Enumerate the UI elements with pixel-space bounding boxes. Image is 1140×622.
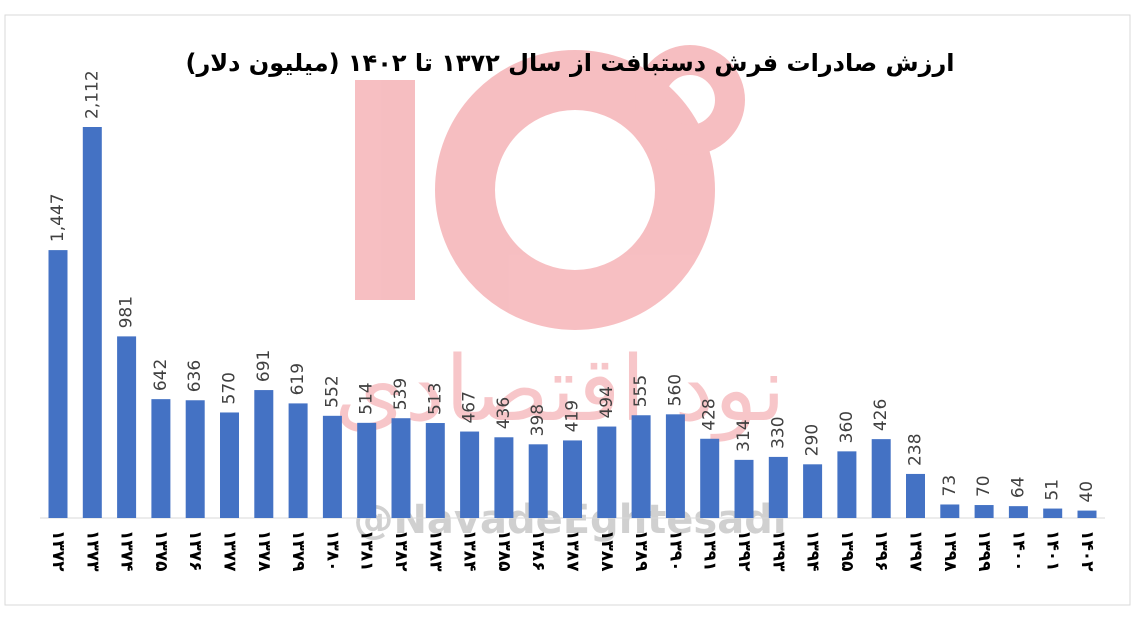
value-label: 560 [665, 374, 685, 406]
bar [974, 505, 994, 518]
x-tick-label: ۱۴۰۲ [1077, 530, 1097, 572]
bar [734, 459, 754, 518]
bar [82, 127, 102, 518]
value-label: 70 [974, 475, 994, 497]
x-tick-label: ۱۳۸۸ [597, 530, 617, 572]
x-tick-label: ۱۳۹۵ [837, 530, 857, 572]
value-label: 2,112 [82, 70, 102, 119]
x-tick-label: ۱۳۹۹ [974, 530, 994, 572]
bar [665, 414, 685, 518]
x-tick-label: ۱۳۸۵ [494, 530, 514, 572]
x-tick-label: ۱۳۸۴ [460, 530, 480, 572]
bar [117, 336, 137, 518]
bar [48, 250, 68, 518]
value-label: 691 [254, 350, 274, 382]
x-tick-label: ۱۳۸۳ [425, 530, 445, 572]
bar [837, 451, 857, 518]
bar [185, 400, 205, 518]
value-label: 539 [391, 378, 411, 410]
value-label: 40 [1077, 481, 1097, 503]
bar [597, 426, 617, 518]
x-tick-label: ۱۳۷۶ [185, 530, 205, 572]
x-tick-label: ۱۳۷۵ [151, 530, 171, 572]
x-tick-label: ۱۳۹۲ [734, 530, 754, 572]
bar [528, 444, 548, 518]
x-tick-label: ۱۳۹۰ [665, 530, 685, 572]
bar [563, 440, 582, 518]
bar [1008, 506, 1028, 518]
value-label: 73 [940, 475, 960, 497]
x-tick-label: ۱۳۸۹ [631, 530, 651, 572]
value-label: 513 [425, 383, 445, 415]
value-label: 436 [494, 397, 514, 429]
bar [254, 390, 274, 518]
value-label: 290 [803, 424, 823, 456]
value-label: 64 [1008, 477, 1028, 499]
x-tick-label: ۱۳۷۴ [117, 530, 137, 572]
x-tick-label: ۱۳۷۸ [254, 530, 274, 572]
bar [768, 456, 788, 518]
value-label: 398 [528, 404, 548, 436]
value-label: 1,447 [48, 193, 68, 242]
bar [906, 473, 925, 518]
bar [1043, 508, 1063, 518]
x-tick-label: ۱۳۷۹ [288, 530, 308, 572]
x-tick-label: ۱۳۸۶ [528, 530, 548, 572]
x-tick-label: ۱۳۹۴ [803, 530, 823, 572]
bar [322, 415, 342, 518]
value-label: 51 [1043, 479, 1063, 501]
bar [460, 431, 480, 518]
x-tick-label: ۱۳۸۲ [391, 530, 411, 572]
value-label: 467 [460, 391, 480, 423]
x-tick-label: ۱۳۹۶ [871, 530, 891, 572]
x-tick-label: ۱۴۰۱ [1043, 530, 1063, 572]
x-tick-label: ۱۳۹۳ [768, 530, 788, 572]
bar [220, 412, 239, 518]
x-tick-label: ۱۳۷۳ [82, 530, 102, 572]
chart-title: ارزش صادرات فرش دستبافت از سال ۱۳۷۲ تا ۱… [185, 49, 954, 77]
watermark-logo [355, 45, 745, 330]
x-tick-label: ۱۳۸۱ [357, 530, 377, 572]
value-label: 570 [220, 372, 240, 404]
x-tick-label: ۱۳۷۲ [48, 530, 68, 572]
value-label: 636 [185, 360, 205, 392]
x-tick-label: ۱۳۸۷ [563, 530, 583, 572]
value-label: 238 [906, 433, 926, 465]
bar [940, 504, 960, 518]
bar [700, 438, 720, 518]
bar [425, 423, 445, 518]
bar [1077, 510, 1097, 518]
value-label: 360 [837, 411, 857, 443]
value-label: 419 [563, 400, 583, 432]
bar [391, 418, 411, 518]
bar [288, 403, 308, 518]
value-label: 555 [631, 375, 651, 407]
x-tick-label: ۱۳۹۷ [906, 530, 926, 572]
bar [151, 399, 171, 518]
value-label: 494 [597, 386, 617, 418]
bar [631, 415, 651, 518]
value-label: 981 [117, 296, 137, 328]
value-label: 330 [768, 416, 788, 448]
bar [803, 464, 823, 518]
value-label: 314 [734, 419, 754, 451]
value-label: 514 [357, 382, 377, 414]
bar [494, 437, 514, 518]
x-tick-label: ۱۴۰۰ [1008, 530, 1028, 572]
value-label: 642 [151, 359, 171, 391]
bar [357, 422, 377, 518]
value-label: 619 [288, 363, 308, 395]
value-label: 426 [871, 399, 891, 431]
value-label: 552 [322, 375, 342, 407]
x-tick-label: ۱۳۹۸ [940, 530, 960, 572]
x-tick-label: ۱۳۷۷ [220, 530, 240, 572]
x-tick-label: ۱۳۸۰ [322, 530, 342, 572]
bar [871, 439, 891, 518]
x-tick-label: ۱۳۹۱ [700, 530, 720, 572]
value-label: 428 [700, 398, 720, 430]
